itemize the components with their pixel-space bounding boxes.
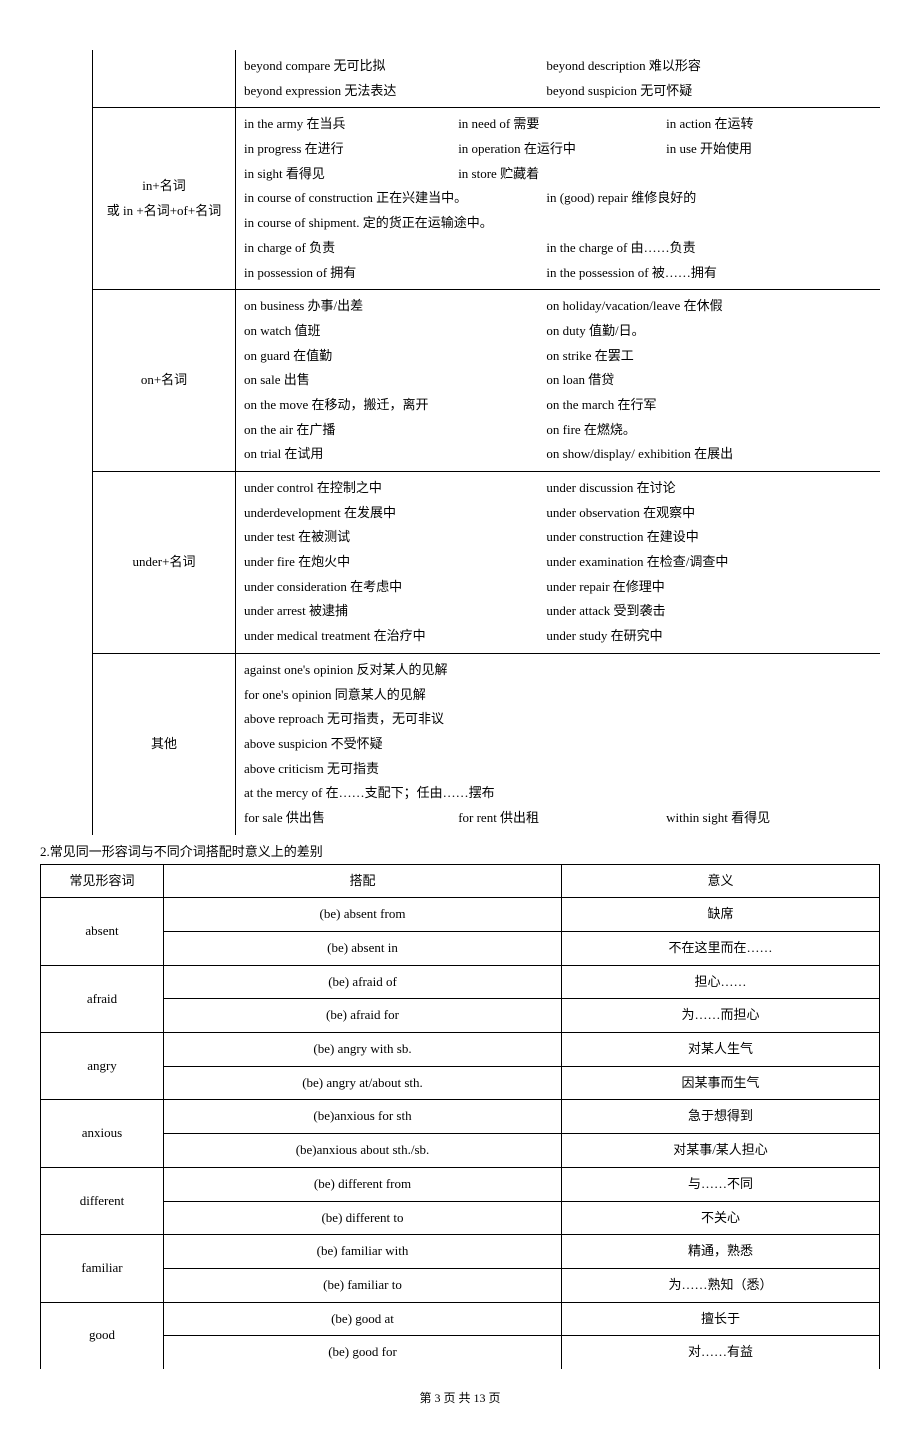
table-cell-adjective: familiar xyxy=(41,1235,164,1302)
table-cell-collocation: (be) familiar with xyxy=(164,1235,562,1269)
table-cell-content: in the army 在当兵in need of 需要in action 在运… xyxy=(236,108,881,290)
table-cell-adjective: different xyxy=(41,1167,164,1234)
table-cell-collocation: (be) good for xyxy=(164,1336,562,1369)
table-cell-collocation: (be) different from xyxy=(164,1167,562,1201)
table-cell-meaning: 缺席 xyxy=(562,898,880,932)
table-cell-collocation: (be) good at xyxy=(164,1302,562,1336)
table-cell-content: against one's opinion 反对某人的见解for one's o… xyxy=(236,653,881,834)
table-cell-collocation: (be) absent from xyxy=(164,898,562,932)
table-cell-meaning: 为……而担心 xyxy=(562,999,880,1033)
page-footer: 第 3 页 共 13 页 xyxy=(40,1389,880,1406)
table-cell-collocation: (be)anxious about sth./sb. xyxy=(164,1134,562,1168)
table-cell-meaning: 擅长于 xyxy=(562,1302,880,1336)
table-cell-meaning: 对……有益 xyxy=(562,1336,880,1369)
table-cell-category xyxy=(93,50,236,108)
table-cell-meaning: 对某人生气 xyxy=(562,1033,880,1067)
footer-suffix: 页 xyxy=(486,1391,501,1405)
footer-total: 13 xyxy=(474,1391,486,1405)
table-cell-adjective: absent xyxy=(41,898,164,965)
table-cell-meaning: 不在这里而在…… xyxy=(562,932,880,966)
table-cell-meaning: 为……熟知（悉） xyxy=(562,1268,880,1302)
table-prepositions: beyond compare 无可比拟beyond description 难以… xyxy=(40,50,880,835)
table-cell-meaning: 不关心 xyxy=(562,1201,880,1235)
table-cell-content: beyond compare 无可比拟beyond description 难以… xyxy=(236,50,881,108)
table-cell-adjective: good xyxy=(41,1302,164,1369)
caption-adjectives: 2.常见同一形容词与不同介词搭配时意义上的差别 xyxy=(40,841,880,860)
table-cell-content: on business 办事/出差 on holiday/vacation/le… xyxy=(236,290,881,472)
table-cell-category: on+名词 xyxy=(93,290,236,472)
table-cell-adjective: anxious xyxy=(41,1100,164,1167)
table-cell-meaning: 与……不同 xyxy=(562,1167,880,1201)
table-cell-collocation: (be) angry at/about sth. xyxy=(164,1066,562,1100)
footer-prefix: 第 xyxy=(419,1391,434,1405)
table-cell-meaning: 急于想得到 xyxy=(562,1100,880,1134)
table-cell-adjective: afraid xyxy=(41,965,164,1032)
table-cell-meaning: 担心…… xyxy=(562,965,880,999)
table-cell-collocation: (be) angry with sb. xyxy=(164,1033,562,1067)
table-cell-content: under control 在控制之中under discussion 在讨论u… xyxy=(236,472,881,654)
footer-mid: 页 共 xyxy=(440,1391,473,1405)
table-cell-collocation: (be) absent in xyxy=(164,932,562,966)
table-adjectives: 常见形容词搭配意义 absent(be) absent from缺席(be) ab… xyxy=(40,864,880,1369)
table-header-cell: 意义 xyxy=(562,864,880,898)
table-header-cell: 搭配 xyxy=(164,864,562,898)
table-cell-adjective: angry xyxy=(41,1033,164,1100)
table-cell-collocation: (be)anxious for sth xyxy=(164,1100,562,1134)
table-cell-category: under+名词 xyxy=(93,472,236,654)
table-row-group-col1 xyxy=(40,50,93,835)
table-cell-meaning: 因某事而生气 xyxy=(562,1066,880,1100)
table-cell-category: in+名词或 in +名词+of+名词 xyxy=(93,108,236,290)
table-cell-collocation: (be) afraid of xyxy=(164,965,562,999)
table-header-cell: 常见形容词 xyxy=(41,864,164,898)
table-cell-meaning: 对某事/某人担心 xyxy=(562,1134,880,1168)
table-cell-collocation: (be) familiar to xyxy=(164,1268,562,1302)
table-cell-meaning: 精通，熟悉 xyxy=(562,1235,880,1269)
table-cell-collocation: (be) afraid for xyxy=(164,999,562,1033)
table-cell-collocation: (be) different to xyxy=(164,1201,562,1235)
table-cell-category: 其他 xyxy=(93,653,236,834)
